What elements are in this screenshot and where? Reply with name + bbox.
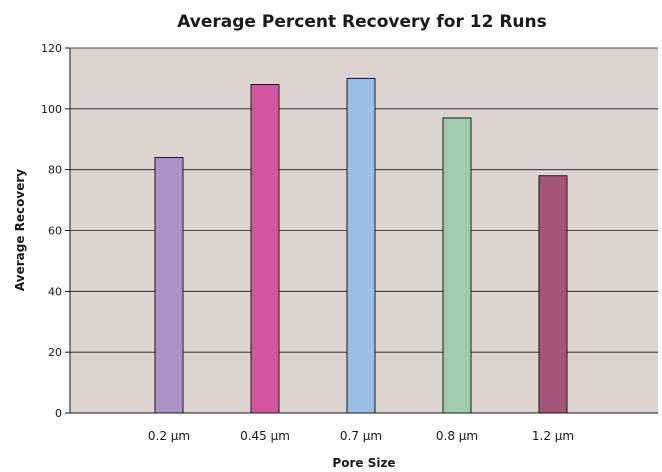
y-tick-label: 100 [41,103,62,116]
chart-title: Average Percent Recovery for 12 Runs [177,12,547,32]
y-axis-ticks: 0 20 40 60 80 100 120 [41,42,70,420]
y-tick-label: 0 [55,407,62,420]
x-tick-label: 1.2 µm [532,429,574,443]
y-tick-label: 120 [41,42,62,55]
bar [442,117,472,414]
bar [250,84,280,414]
bars [154,77,568,414]
bar [346,77,376,414]
bar [154,157,184,414]
x-tick-label: 0.7 µm [340,429,382,443]
y-axis-label: Average Recovery [13,169,27,291]
x-tick-label: 0.2 µm [148,429,190,443]
y-tick-label: 40 [48,285,62,298]
y-tick-label: 60 [48,225,62,238]
x-axis-label: Pore Size [332,456,395,470]
y-tick-label: 80 [48,164,62,177]
bar [538,175,568,414]
x-tick-label: 0.45 µm [240,429,290,443]
y-tick-label: 20 [48,346,62,359]
x-tick-label: 0.8 µm [436,429,478,443]
x-axis-ticks: 0.2 µm 0.45 µm 0.7 µm 0.8 µm 1.2 µm [148,429,574,443]
